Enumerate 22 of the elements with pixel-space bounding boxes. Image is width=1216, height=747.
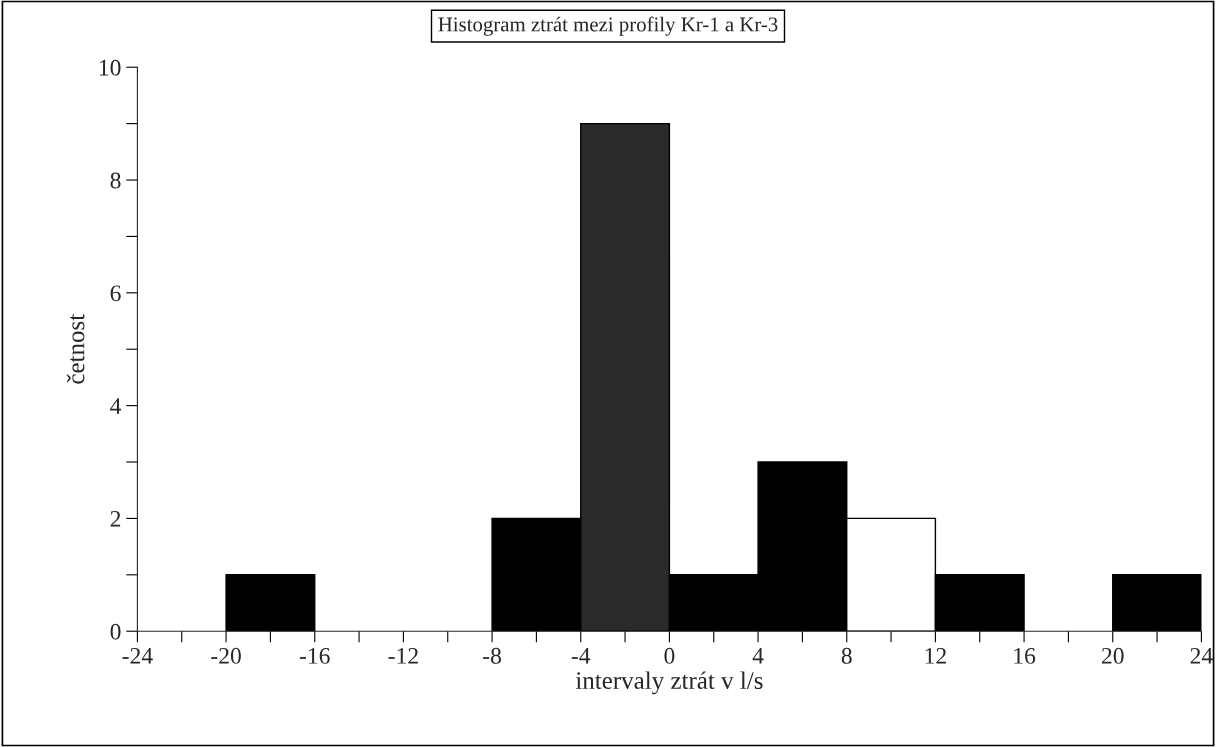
x-tick-label: -20 — [211, 647, 241, 664]
x-tick-label: 24 — [1190, 647, 1213, 664]
x-tick-label: -8 — [483, 647, 502, 664]
x-tick-label: 8 — [841, 647, 852, 664]
y-tick-label: 0 — [110, 623, 121, 640]
x-tick-label: -24 — [122, 647, 153, 664]
x-axis-title: intervaly ztrát v l/s — [575, 671, 763, 695]
y-axis-title: četnost — [66, 313, 85, 384]
x-tick-label: 12 — [925, 647, 946, 664]
x-tick-label: -16 — [299, 647, 330, 664]
x-tick-label: -12 — [388, 647, 418, 664]
x-tick-label: 16 — [1014, 647, 1036, 664]
y-tick-label: 4 — [110, 398, 122, 414]
x-tick-label: 20 — [1101, 647, 1124, 664]
x-tick-label: 0 — [664, 647, 675, 664]
y-tick-label: 10 — [99, 59, 121, 76]
x-tick-label: -4 — [571, 648, 591, 664]
y-tick-label: 2 — [110, 510, 121, 527]
chart-title: Histogram ztrát mezi profily Kr-1 a Kr-3 — [438, 16, 778, 36]
y-tick-label: 6 — [110, 285, 121, 302]
y-tick-label: 8 — [110, 172, 121, 189]
x-tick-label: 4 — [752, 648, 764, 664]
